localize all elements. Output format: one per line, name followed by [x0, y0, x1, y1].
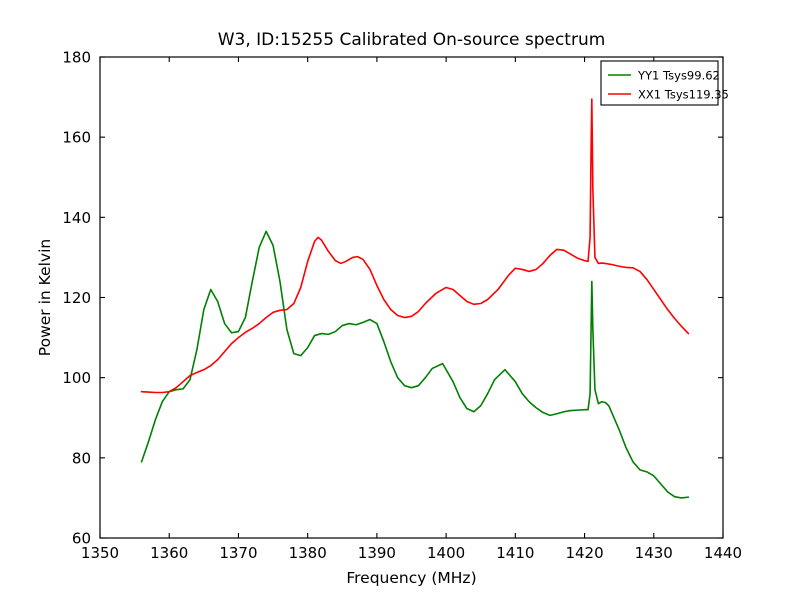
- x-tick-label: 1420: [565, 544, 603, 562]
- legend-label-1: YY1 Tsys99.62: [637, 69, 720, 83]
- y-axis-label: Power in Kelvin: [36, 239, 54, 356]
- x-tick-label: 1360: [150, 544, 188, 562]
- legend-box: [600, 60, 719, 106]
- y-tick-label: 180: [62, 49, 91, 67]
- x-tick-label: 1370: [219, 544, 257, 562]
- y-tick-label: 80: [72, 449, 91, 467]
- x-tick-label: 1350: [81, 544, 119, 562]
- series-line-1: [140, 230, 690, 499]
- series-group: [140, 98, 690, 499]
- x-tick-label: 1410: [496, 544, 534, 562]
- x-tick-label: 1380: [289, 544, 327, 562]
- y-tick-label: 60: [72, 530, 91, 548]
- legend[interactable]: YY1 Tsys99.62 XX1 Tsys119.35: [600, 60, 729, 106]
- y-tick-label: 120: [62, 289, 91, 307]
- x-tick-label: 1440: [704, 544, 742, 562]
- plot-frame: [99, 56, 724, 539]
- y-tick-label: 140: [62, 209, 91, 227]
- x-axis-label: Frequency (MHz): [346, 569, 476, 587]
- chart-title: W3, ID:15255 Calibrated On-source spectr…: [218, 30, 606, 50]
- y-tick-label: 100: [62, 369, 91, 387]
- y-tick-label: 160: [62, 129, 91, 147]
- series-line-2: [140, 98, 690, 394]
- legend-label-2: XX1 Tsys119.35: [638, 88, 729, 102]
- x-tick-label: 1430: [635, 544, 673, 562]
- x-tick-label: 1400: [427, 544, 465, 562]
- x-tick-label: 1390: [358, 544, 396, 562]
